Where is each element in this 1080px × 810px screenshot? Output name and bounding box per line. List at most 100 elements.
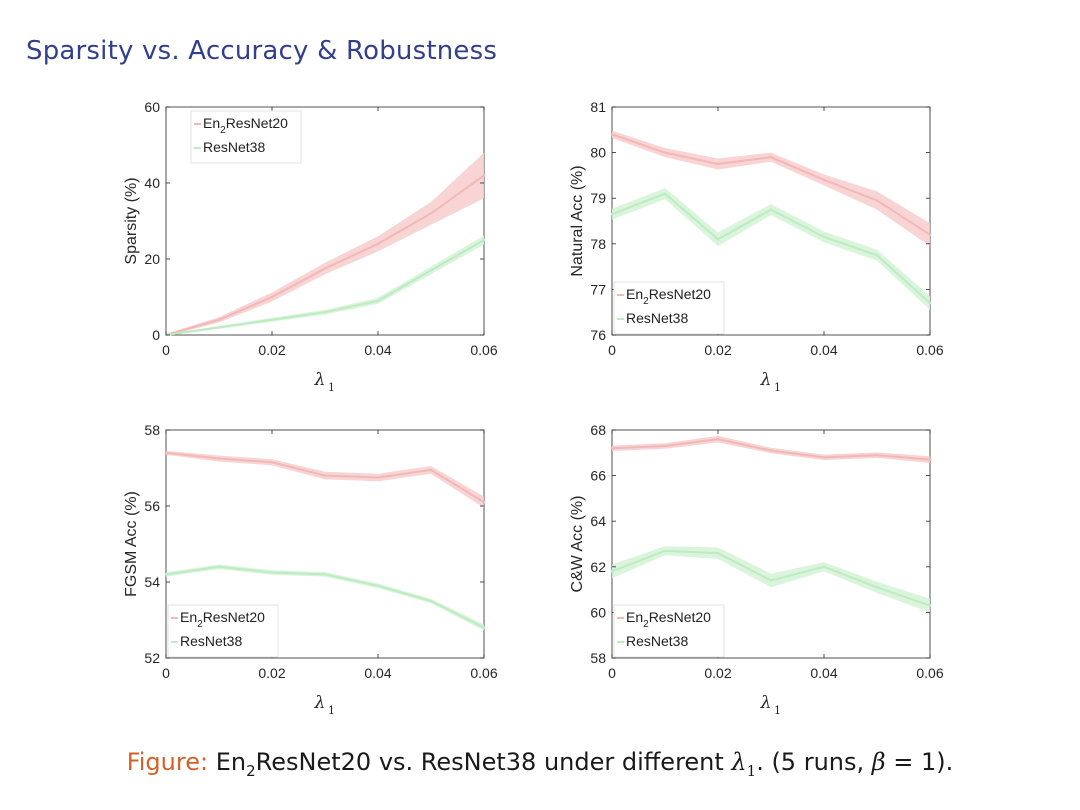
data-point [928,301,932,305]
data-point [323,474,327,477]
x-tick-label: 0.04 [810,665,837,681]
data-point [217,318,221,321]
legend-entry: ResNet38 [180,633,242,649]
y-tick-label: 58 [144,422,160,438]
chart-svg-cw-acc: 0 0.02 0.04 0.06 58 60 62 64 66 68 C&W Acc (%) λ 1 En… [569,422,944,717]
x-tick-label: 0.02 [258,342,285,358]
y-tick-label: 78 [590,236,606,252]
data-point [769,208,773,211]
data-point [217,565,221,568]
caption-model-a: En2ResNet20 [215,748,372,780]
legend-box [613,281,725,335]
data-point [270,295,274,299]
legend-box [190,110,302,164]
x-tick-label: 0.04 [810,342,837,358]
x-tick-label: 0.04 [364,665,391,681]
data-point [822,178,826,182]
y-axis-label: C&W Acc (%) [569,496,586,593]
data-point [928,233,932,236]
y-tick-label: 52 [144,650,160,666]
data-point [610,447,614,450]
data-point [716,437,720,441]
x-tick-label: 0.06 [470,665,497,681]
y-tick-label: 20 [144,251,160,267]
data-point [610,212,614,216]
series-band-0 [166,450,484,508]
data-point [875,586,879,589]
data-point [716,238,720,241]
y-tick-label: 77 [590,281,606,297]
data-point [164,451,168,454]
legend-entry: En2ResNet20 [180,609,265,630]
y-tick-label: 76 [590,327,606,343]
y-tick-label: 60 [590,604,606,620]
data-point [875,453,879,457]
caption-lambda: λ1 [731,748,757,780]
data-point [164,573,168,576]
x-tick-label: 0.02 [258,665,285,681]
data-point [716,551,720,555]
legend-entry: En2ResNet20 [203,115,288,136]
x-axis-label-sub: 1 [774,704,781,717]
data-point [663,192,667,195]
data-point [323,267,327,270]
x-tick-label: 0 [162,665,170,681]
data-point [323,311,327,314]
y-tick-label: 0 [152,327,160,343]
data-point [610,570,614,573]
plot-area [611,429,931,659]
data-point [429,212,433,215]
y-axis-label: Sparsity (%) [123,177,140,264]
x-axis-label: λ [760,693,772,713]
caption-text: vs. ResNet38 under different [371,748,732,776]
x-axis-label: λ [314,370,326,390]
y-tick-label: 80 [590,145,606,161]
y-axis-label: FGSM Acc (%) [123,491,140,597]
legend-entry: ResNet38 [626,310,688,326]
data-point [928,458,932,461]
y-tick-label: 81 [590,99,606,115]
data-point [663,444,667,448]
data-point [769,155,773,159]
y-tick-label: 56 [144,498,160,514]
data-point [875,254,879,257]
data-point [429,269,433,272]
data-point [610,133,614,136]
data-point [716,162,720,166]
data-point [822,235,826,239]
legend-entry: ResNet38 [626,633,688,649]
x-tick-label: 0.02 [704,665,731,681]
series-band-1 [612,188,930,310]
chart-svg-sparsity: 0 0.02 0.04 0.06 0 20 40 60 Sparsity (%) λ 1 En2Res… [123,99,498,394]
x-tick-label: 0.02 [704,342,731,358]
chart-panel-fgsm-acc: 0 0.02 0.04 0.06 52 54 56 58 FGSM Acc (%) λ 1 En2Re… [100,418,530,718]
x-tick-label: 0 [162,342,170,358]
figure-caption: Figure: En2ResNet20 vs. ResNet38 under d… [0,748,1080,780]
chart-svg-natural-acc: 0 0.02 0.04 0.06 76 77 78 79 80 81 Natural Acc (%)… [569,99,944,394]
caption-eq: = 1). [885,748,954,776]
x-tick-label: 0.06 [470,342,497,358]
chart-svg-fgsm-acc: 0 0.02 0.04 0.06 52 54 56 58 FGSM Acc (%) λ 1 En2Re… [123,422,498,717]
legend-box [613,604,725,658]
plot-area [165,106,485,336]
x-axis-label-sub: 1 [328,381,335,394]
data-point [270,571,274,574]
y-tick-label: 66 [590,468,606,484]
y-tick-label: 58 [590,650,606,666]
legend-entry: En2ResNet20 [626,286,711,307]
caption-runs: . (5 runs, [756,748,872,776]
data-point [482,501,486,504]
y-axis-label: Natural Acc (%) [569,165,586,276]
data-point [217,457,221,460]
data-point [323,573,327,576]
data-point [270,461,274,464]
x-axis-label: λ [760,370,772,390]
x-axis-label-sub: 1 [774,381,781,394]
series-band-0 [612,130,930,247]
y-tick-label: 68 [590,422,606,438]
data-point [663,151,667,154]
data-point [429,599,433,603]
y-tick-label: 62 [590,559,606,575]
data-point [482,238,486,242]
plot-area [611,106,931,336]
